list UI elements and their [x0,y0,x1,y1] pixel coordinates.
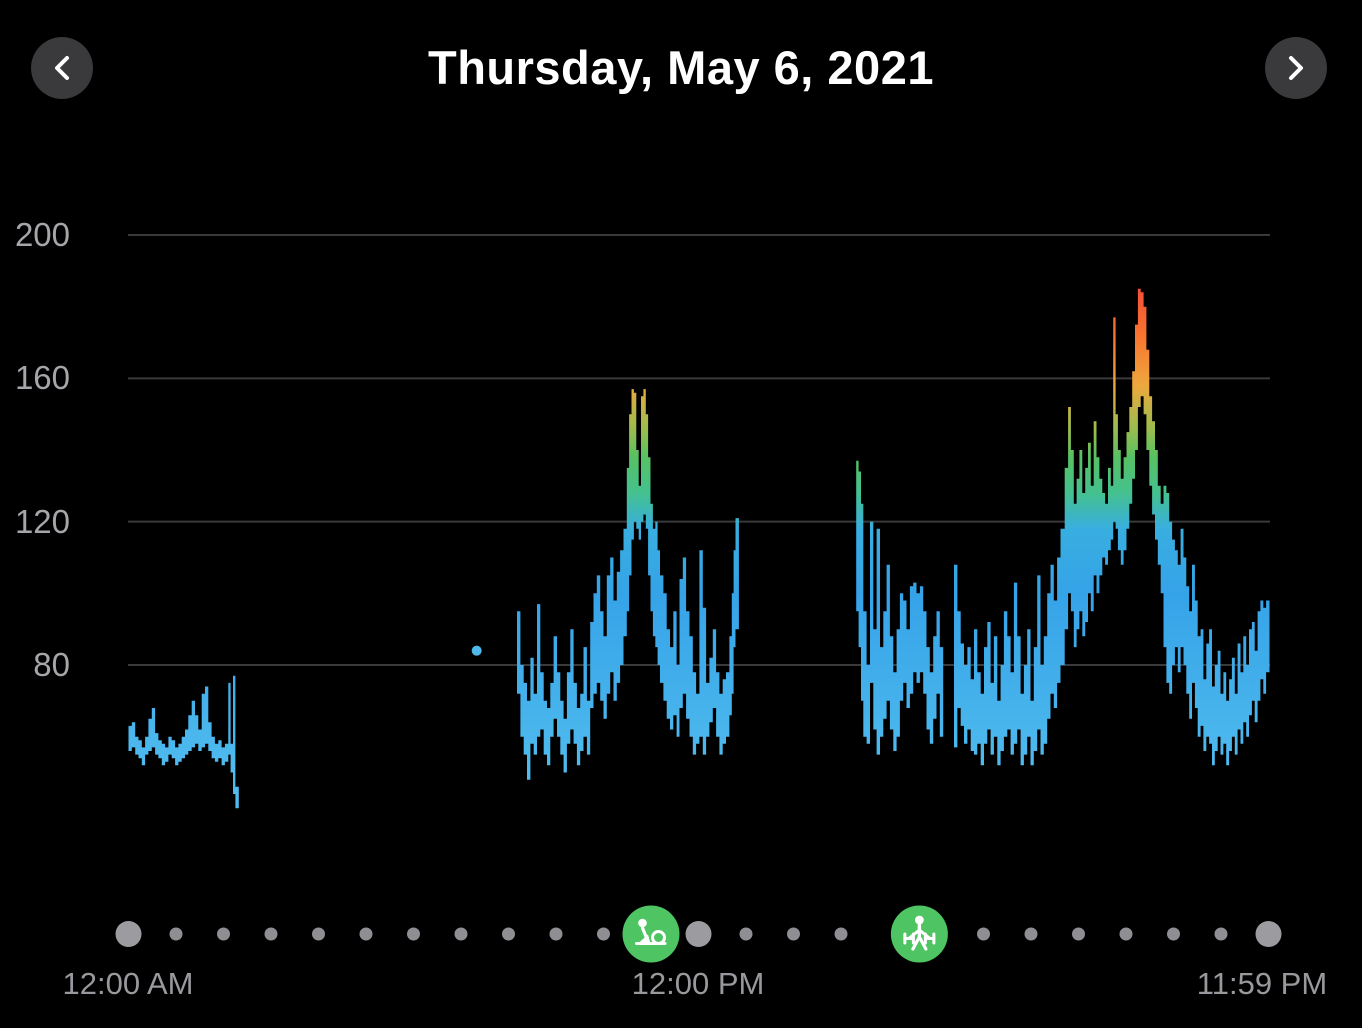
hour-dot-large [685,921,712,947]
chevron-right-icon [1289,56,1303,80]
y-axis-tick-120: 120 [14,503,70,540]
hour-dot-large [1255,921,1282,947]
x-axis-label-start: 12:00 AM [62,966,194,1001]
hour-dot-large [115,921,142,947]
hour-dot [549,927,563,941]
hour-dot [977,927,990,941]
hour-dot [597,927,610,941]
hour-dot [454,927,468,941]
x-axis-label-noon: 12:00 PM [631,966,765,1001]
y-axis-tick-80: 80 [33,646,70,683]
hour-dot [169,927,183,941]
hour-dot [502,927,515,941]
page-title: Thursday, May 6, 2021 [428,41,934,94]
isolated-heart-rate-dot [471,645,482,656]
hour-dot [1072,927,1085,941]
hour-dot [1214,927,1228,941]
gridlines [128,234,1270,666]
hour-dot [787,927,800,941]
hour-dot [1167,927,1180,941]
hour-dot [217,927,230,941]
hour-dot [739,927,753,941]
hour-dot-timeline [115,921,1282,947]
rower-workout-icon[interactable] [622,905,680,963]
hour-dot [312,927,325,941]
heart-rate-series[interactable] [128,288,1270,809]
hour-dot [407,927,420,941]
previous-day-button[interactable] [31,37,93,99]
hour-dot [264,927,278,941]
hour-dot [834,927,848,941]
hour-dot [1119,927,1133,941]
next-day-button[interactable] [1265,37,1327,99]
x-axis-label-end: 11:59 PM [1196,966,1328,1001]
strength-training-workout-icon[interactable] [890,905,948,963]
hour-dot [1024,927,1038,941]
y-axis-tick-160: 160 [14,359,70,396]
chevron-left-icon [55,56,69,80]
y-axis-tick-200: 200 [14,216,70,253]
hour-dot [359,927,373,941]
